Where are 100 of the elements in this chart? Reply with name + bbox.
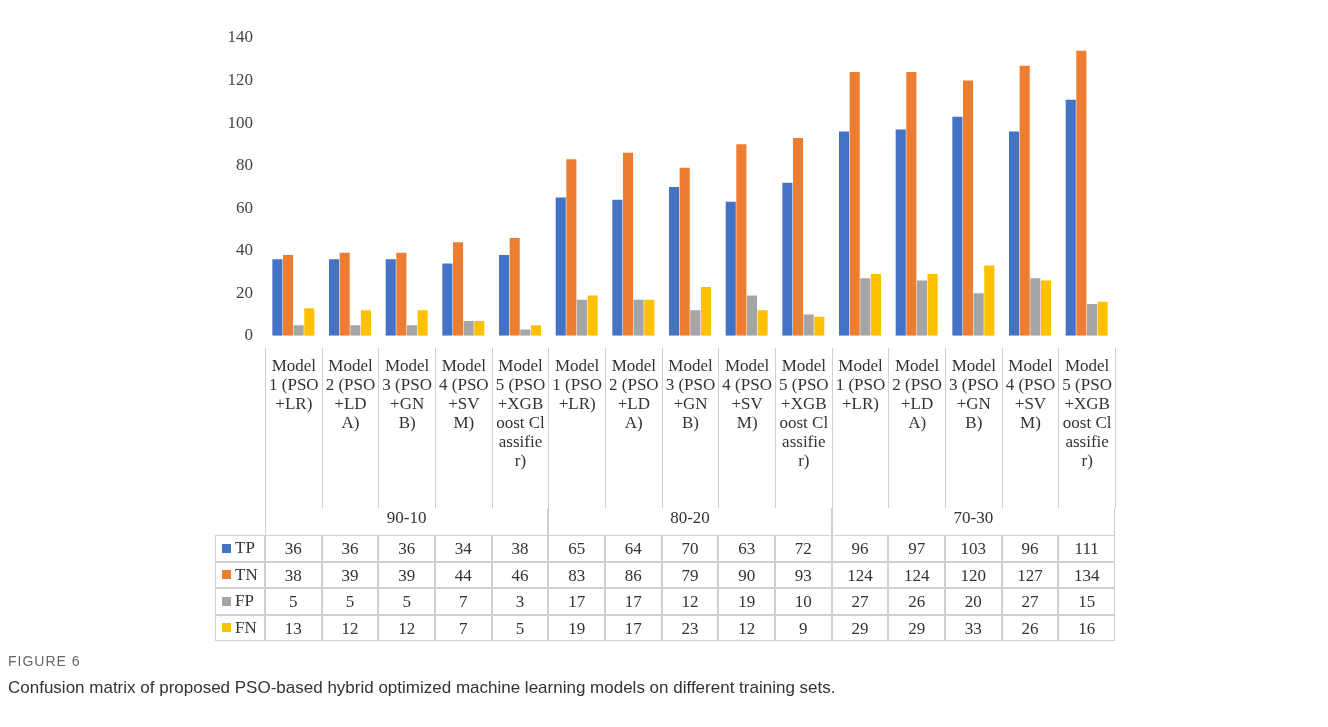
- data-label: 72: [775, 535, 832, 562]
- bar: [1040, 280, 1051, 336]
- data-label: 70: [661, 535, 719, 562]
- bar: [587, 295, 598, 336]
- bar: [360, 310, 371, 336]
- data-label: 127: [1001, 561, 1059, 588]
- data-label: 7: [435, 588, 492, 615]
- data-label: 16: [1058, 614, 1115, 641]
- y-tick-label: 120: [227, 70, 253, 90]
- data-label: 46: [491, 561, 549, 588]
- data-label: 12: [661, 588, 719, 615]
- data-label: 63: [718, 535, 775, 562]
- x-tick-label: Model 5 (PSO+XGBoost Classifier): [1058, 348, 1115, 508]
- bar: [792, 137, 804, 336]
- bar: [339, 252, 350, 336]
- bar: [803, 314, 814, 336]
- x-tick-label: Model 1 (PSO+LR): [548, 348, 605, 508]
- bar: [633, 299, 644, 336]
- data-label: 19: [718, 588, 775, 615]
- legend-label: TP: [215, 535, 265, 562]
- data-label: 19: [548, 614, 605, 641]
- data-label: 17: [605, 588, 662, 615]
- bar: [304, 308, 315, 336]
- data-label: 7: [435, 614, 492, 641]
- bar: [1065, 99, 1076, 336]
- bar: [1076, 50, 1087, 336]
- data-label: 12: [718, 614, 775, 641]
- data-label: 23: [661, 614, 719, 641]
- bar: [1019, 65, 1030, 336]
- data-label: 12: [378, 614, 435, 641]
- bar: [916, 280, 928, 336]
- data-label: 103: [945, 535, 1002, 562]
- data-label: 26: [1001, 614, 1059, 641]
- x-tick-label: Model 2 (PSO+LDA): [888, 348, 945, 508]
- data-label: 29: [888, 614, 945, 641]
- data-label: 36: [378, 535, 435, 562]
- data-label: 65: [548, 535, 605, 562]
- data-label: 39: [321, 561, 379, 588]
- data-label: 96: [1001, 535, 1059, 562]
- bar: [700, 286, 711, 336]
- data-label: 5: [491, 614, 549, 641]
- bar: [736, 144, 747, 336]
- data-label: 111: [1058, 535, 1115, 562]
- data-label: 86: [605, 561, 662, 588]
- x-tick-label: Model 1 (PSO+LR): [831, 348, 889, 508]
- y-tick-label: 140: [227, 27, 253, 47]
- data-label: 36: [321, 535, 379, 562]
- y-tick-label: 80: [236, 155, 253, 175]
- data-label: 38: [265, 561, 322, 588]
- bar: [1030, 278, 1041, 336]
- data-label: 9: [775, 614, 832, 641]
- data-label: 124: [888, 561, 945, 588]
- data-label: 134: [1058, 561, 1115, 588]
- bar: [442, 263, 453, 336]
- data-label: 34: [435, 535, 492, 562]
- bar: [814, 316, 825, 336]
- x-tick-label: Model 3 (PSO+GNB): [378, 348, 435, 508]
- bar: [906, 72, 917, 336]
- data-label: 17: [605, 614, 662, 641]
- x-tick-label: Model 4 (PSO+SVM): [1001, 348, 1059, 508]
- bar: [669, 186, 680, 336]
- bar: [870, 274, 881, 336]
- bar: [530, 325, 541, 336]
- y-tick-label: 0: [244, 325, 253, 345]
- bar: [690, 310, 701, 336]
- data-label: 120: [945, 561, 1002, 588]
- data-label: 36: [265, 535, 322, 562]
- bar: [474, 320, 485, 336]
- bar: [555, 197, 566, 336]
- x-tick-label: Model 4 (PSO+SVM): [718, 348, 775, 508]
- text: Confusion matrix of proposed PSO-based hybrid optimized machine learning models on different training sets.: [8, 678, 836, 698]
- bar: [329, 259, 340, 336]
- x-tick-label: Model 3 (PSO+GNB): [661, 348, 719, 508]
- y-tick-label: 100: [227, 112, 253, 132]
- bar: [746, 295, 758, 336]
- y-tick-label: 20: [236, 282, 253, 302]
- bar: [509, 237, 520, 336]
- bar: [679, 167, 690, 336]
- bar: [895, 129, 906, 336]
- data-label: 12: [321, 614, 379, 641]
- data-label: 27: [831, 588, 889, 615]
- data-label: 90: [718, 561, 775, 588]
- bar: [1097, 301, 1108, 336]
- legend-label: TN: [215, 561, 265, 588]
- bar: [576, 299, 588, 336]
- bar: [396, 252, 407, 336]
- data-label: 44: [435, 561, 492, 588]
- bar: [622, 152, 634, 336]
- bar: [849, 72, 860, 336]
- bar: [272, 259, 283, 336]
- data-label: 5: [378, 588, 435, 615]
- x-tick-label: Model 1 (PSO+LR): [265, 348, 322, 508]
- data-label: 97: [888, 535, 945, 562]
- text: 90-10: [265, 508, 549, 535]
- bar: [927, 274, 938, 336]
- bar: [566, 159, 577, 336]
- legend-label: FP: [215, 588, 265, 615]
- bar: [463, 320, 474, 336]
- bar: [644, 299, 655, 336]
- data-label: 5: [265, 588, 322, 615]
